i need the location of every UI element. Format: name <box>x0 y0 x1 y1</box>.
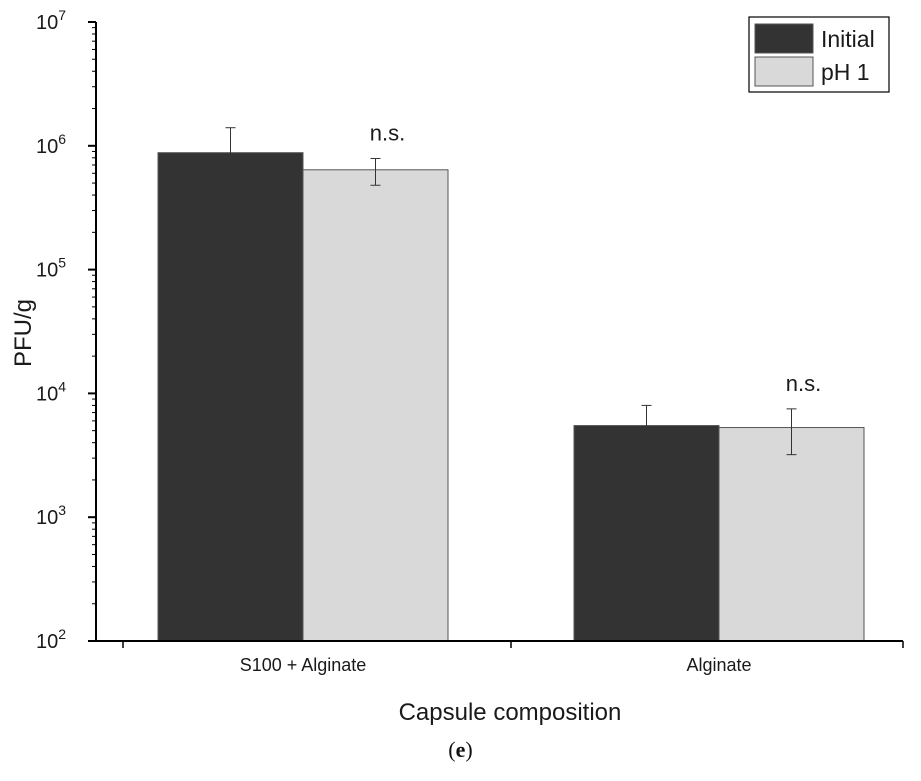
significance-annotation: n.s. <box>786 371 821 396</box>
y-axis-label: PFU/g <box>10 299 37 367</box>
legend-swatch <box>754 56 814 87</box>
bar-ph-1-1 <box>718 427 865 642</box>
bar-initial-0 <box>157 152 304 642</box>
bar-initial-1 <box>573 425 720 642</box>
legend: Initial pH 1 <box>748 16 890 93</box>
y-tick-label: 106 <box>36 131 66 158</box>
x-tick-label: S100 + Alginate <box>240 655 367 675</box>
bar-ph-1-0 <box>302 169 449 642</box>
significance-annotation: n.s. <box>370 120 405 145</box>
y-tick-label: 104 <box>36 378 66 405</box>
y-tick-label: 103 <box>36 502 66 529</box>
axes: 102 103 104 105 106 107 S100 + Alginate Alginat… <box>36 7 904 675</box>
legend-swatch <box>754 23 814 54</box>
y-tick-label: 105 <box>36 255 66 282</box>
plot-area: n.s. n.s. <box>157 120 865 642</box>
y-tick-label: 107 <box>36 7 66 34</box>
legend-label: Initial <box>821 26 875 52</box>
y-tick-label: 102 <box>36 626 66 653</box>
legend-label: pH 1 <box>821 59 870 85</box>
x-axis-label: Capsule composition <box>399 699 622 726</box>
caption-letter: e <box>455 737 466 762</box>
figure-caption: (e) <box>448 737 473 762</box>
bar-chart: n.s. n.s. 102 103 104 105 106 107 S100 + Algina… <box>10 7 904 726</box>
x-tick-label: Alginate <box>686 655 751 675</box>
